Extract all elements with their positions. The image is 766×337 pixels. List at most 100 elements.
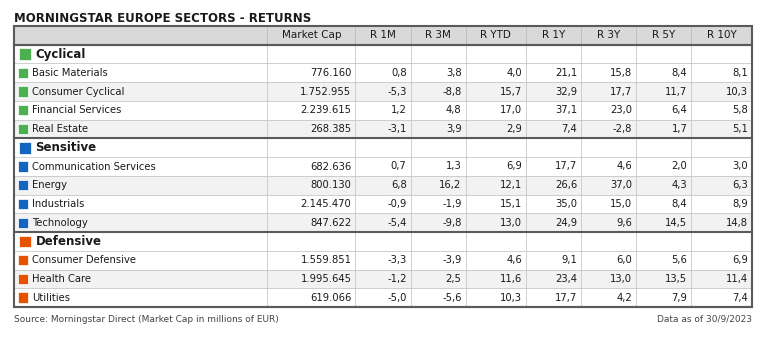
Text: 37,0: 37,0 bbox=[611, 180, 633, 190]
Bar bbox=[526, 270, 581, 288]
Text: 15,7: 15,7 bbox=[500, 87, 522, 97]
Bar bbox=[692, 82, 752, 101]
Bar bbox=[411, 63, 466, 82]
Text: 15,0: 15,0 bbox=[611, 199, 633, 209]
Bar bbox=[692, 157, 752, 176]
Text: 682.636: 682.636 bbox=[310, 161, 352, 172]
Bar bbox=[526, 194, 581, 213]
Text: 23,4: 23,4 bbox=[555, 274, 578, 284]
Text: 14,5: 14,5 bbox=[666, 218, 687, 228]
Bar bbox=[355, 139, 411, 157]
Text: 11,4: 11,4 bbox=[726, 274, 748, 284]
Bar bbox=[637, 26, 692, 45]
Text: 2,9: 2,9 bbox=[506, 124, 522, 134]
Bar bbox=[14, 176, 267, 194]
Text: 6,8: 6,8 bbox=[391, 180, 407, 190]
Bar bbox=[18, 218, 28, 228]
Text: Financial Services: Financial Services bbox=[32, 105, 122, 115]
Text: Source: Morningstar Direct (Market Cap in millions of EUR): Source: Morningstar Direct (Market Cap i… bbox=[14, 315, 279, 324]
Text: 17,7: 17,7 bbox=[610, 87, 633, 97]
Bar bbox=[355, 270, 411, 288]
Text: 268.385: 268.385 bbox=[310, 124, 352, 134]
Text: Basic Materials: Basic Materials bbox=[32, 68, 108, 78]
Text: 14,8: 14,8 bbox=[726, 218, 748, 228]
Bar bbox=[267, 288, 355, 307]
Text: Health Care: Health Care bbox=[32, 274, 91, 284]
Text: 17,7: 17,7 bbox=[555, 161, 578, 172]
Bar bbox=[466, 232, 526, 251]
Bar bbox=[637, 82, 692, 101]
Bar bbox=[466, 63, 526, 82]
Bar bbox=[18, 180, 28, 190]
Text: Energy: Energy bbox=[32, 180, 67, 190]
Bar bbox=[411, 288, 466, 307]
Bar bbox=[14, 63, 267, 82]
Bar bbox=[581, 251, 637, 270]
Bar bbox=[581, 63, 637, 82]
Text: 0,8: 0,8 bbox=[391, 68, 407, 78]
Text: R 5Y: R 5Y bbox=[653, 30, 676, 40]
Text: Sensitive: Sensitive bbox=[35, 141, 97, 154]
Text: Cyclical: Cyclical bbox=[35, 48, 86, 61]
Bar bbox=[526, 232, 581, 251]
Bar bbox=[581, 213, 637, 232]
Text: 1.752.955: 1.752.955 bbox=[300, 87, 352, 97]
Text: 4,2: 4,2 bbox=[617, 293, 633, 303]
Text: -0,9: -0,9 bbox=[387, 199, 407, 209]
Text: 24,9: 24,9 bbox=[555, 218, 578, 228]
Text: MORNINGSTAR EUROPE SECTORS - RETURNS: MORNINGSTAR EUROPE SECTORS - RETURNS bbox=[14, 12, 311, 25]
Text: 6,4: 6,4 bbox=[672, 105, 687, 115]
Text: 8,4: 8,4 bbox=[672, 199, 687, 209]
Bar bbox=[18, 199, 28, 209]
Text: Real Estate: Real Estate bbox=[32, 124, 88, 134]
Bar bbox=[526, 176, 581, 194]
Text: 23,0: 23,0 bbox=[611, 105, 633, 115]
Text: 15,1: 15,1 bbox=[500, 199, 522, 209]
Bar bbox=[267, 194, 355, 213]
Bar bbox=[18, 105, 28, 116]
Bar bbox=[692, 176, 752, 194]
Text: 13,0: 13,0 bbox=[500, 218, 522, 228]
Text: 8,4: 8,4 bbox=[672, 68, 687, 78]
Text: -5,0: -5,0 bbox=[387, 293, 407, 303]
Bar bbox=[411, 26, 466, 45]
Text: 619.066: 619.066 bbox=[310, 293, 352, 303]
Bar bbox=[526, 82, 581, 101]
Text: Technology: Technology bbox=[32, 218, 88, 228]
Bar bbox=[526, 26, 581, 45]
Text: Consumer Defensive: Consumer Defensive bbox=[32, 255, 136, 265]
Text: 3,0: 3,0 bbox=[732, 161, 748, 172]
Text: 6,9: 6,9 bbox=[506, 161, 522, 172]
Text: Communication Services: Communication Services bbox=[32, 161, 156, 172]
Text: Data as of 30/9/2023: Data as of 30/9/2023 bbox=[657, 315, 752, 324]
Bar bbox=[466, 139, 526, 157]
Bar bbox=[581, 270, 637, 288]
Text: -3,3: -3,3 bbox=[388, 255, 407, 265]
Bar bbox=[581, 157, 637, 176]
Bar bbox=[637, 288, 692, 307]
Bar bbox=[581, 288, 637, 307]
Bar bbox=[411, 251, 466, 270]
Bar bbox=[526, 288, 581, 307]
Bar bbox=[411, 157, 466, 176]
Bar bbox=[637, 157, 692, 176]
Bar bbox=[267, 82, 355, 101]
Bar bbox=[692, 26, 752, 45]
Bar bbox=[411, 213, 466, 232]
Bar bbox=[19, 142, 31, 154]
Text: 32,9: 32,9 bbox=[555, 87, 578, 97]
Bar bbox=[267, 120, 355, 139]
Text: Utilities: Utilities bbox=[32, 293, 70, 303]
Text: 1,3: 1,3 bbox=[446, 161, 462, 172]
Bar bbox=[637, 101, 692, 120]
Bar bbox=[692, 63, 752, 82]
Bar bbox=[637, 270, 692, 288]
Bar bbox=[581, 82, 637, 101]
Bar bbox=[355, 120, 411, 139]
Text: 1.995.645: 1.995.645 bbox=[300, 274, 352, 284]
Bar bbox=[637, 232, 692, 251]
Text: 4,8: 4,8 bbox=[446, 105, 462, 115]
Text: R 1Y: R 1Y bbox=[542, 30, 565, 40]
Bar bbox=[581, 176, 637, 194]
Bar bbox=[18, 161, 28, 172]
